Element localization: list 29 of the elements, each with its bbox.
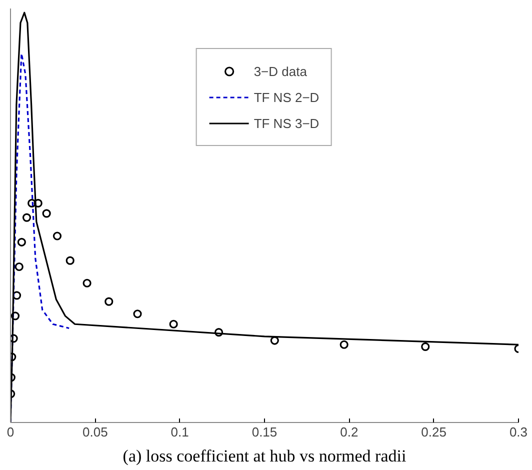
point xyxy=(12,291,22,300)
point xyxy=(214,328,224,337)
point xyxy=(104,297,114,306)
point xyxy=(340,340,348,349)
point xyxy=(66,256,74,265)
point xyxy=(22,213,32,222)
point xyxy=(133,310,142,318)
text: (a) loss coefficient at hub vs normed radii xyxy=(122,446,406,466)
point xyxy=(42,209,51,218)
x-tick-label: 0.1 xyxy=(170,424,189,440)
x-tick-label: 0.3 xyxy=(509,424,528,440)
x-tick-label: 0.05 xyxy=(82,424,108,440)
point xyxy=(14,262,24,272)
point xyxy=(10,312,20,320)
point xyxy=(34,198,42,208)
legend-label: TF NS 3−D xyxy=(254,116,320,130)
point xyxy=(82,278,92,288)
point xyxy=(169,320,178,328)
point xyxy=(421,342,430,351)
point xyxy=(52,232,62,240)
point xyxy=(10,334,18,343)
x-tick-label: 0.15 xyxy=(252,424,278,440)
x-tick-label: 0.25 xyxy=(421,424,446,440)
x-tick-label: 0 xyxy=(6,424,14,440)
point xyxy=(28,198,36,208)
legend-label: TF NS 2−D xyxy=(254,90,320,104)
x-tick-label: 0.2 xyxy=(340,424,358,440)
legend-label: 3−D data xyxy=(254,64,307,78)
point xyxy=(17,238,26,246)
